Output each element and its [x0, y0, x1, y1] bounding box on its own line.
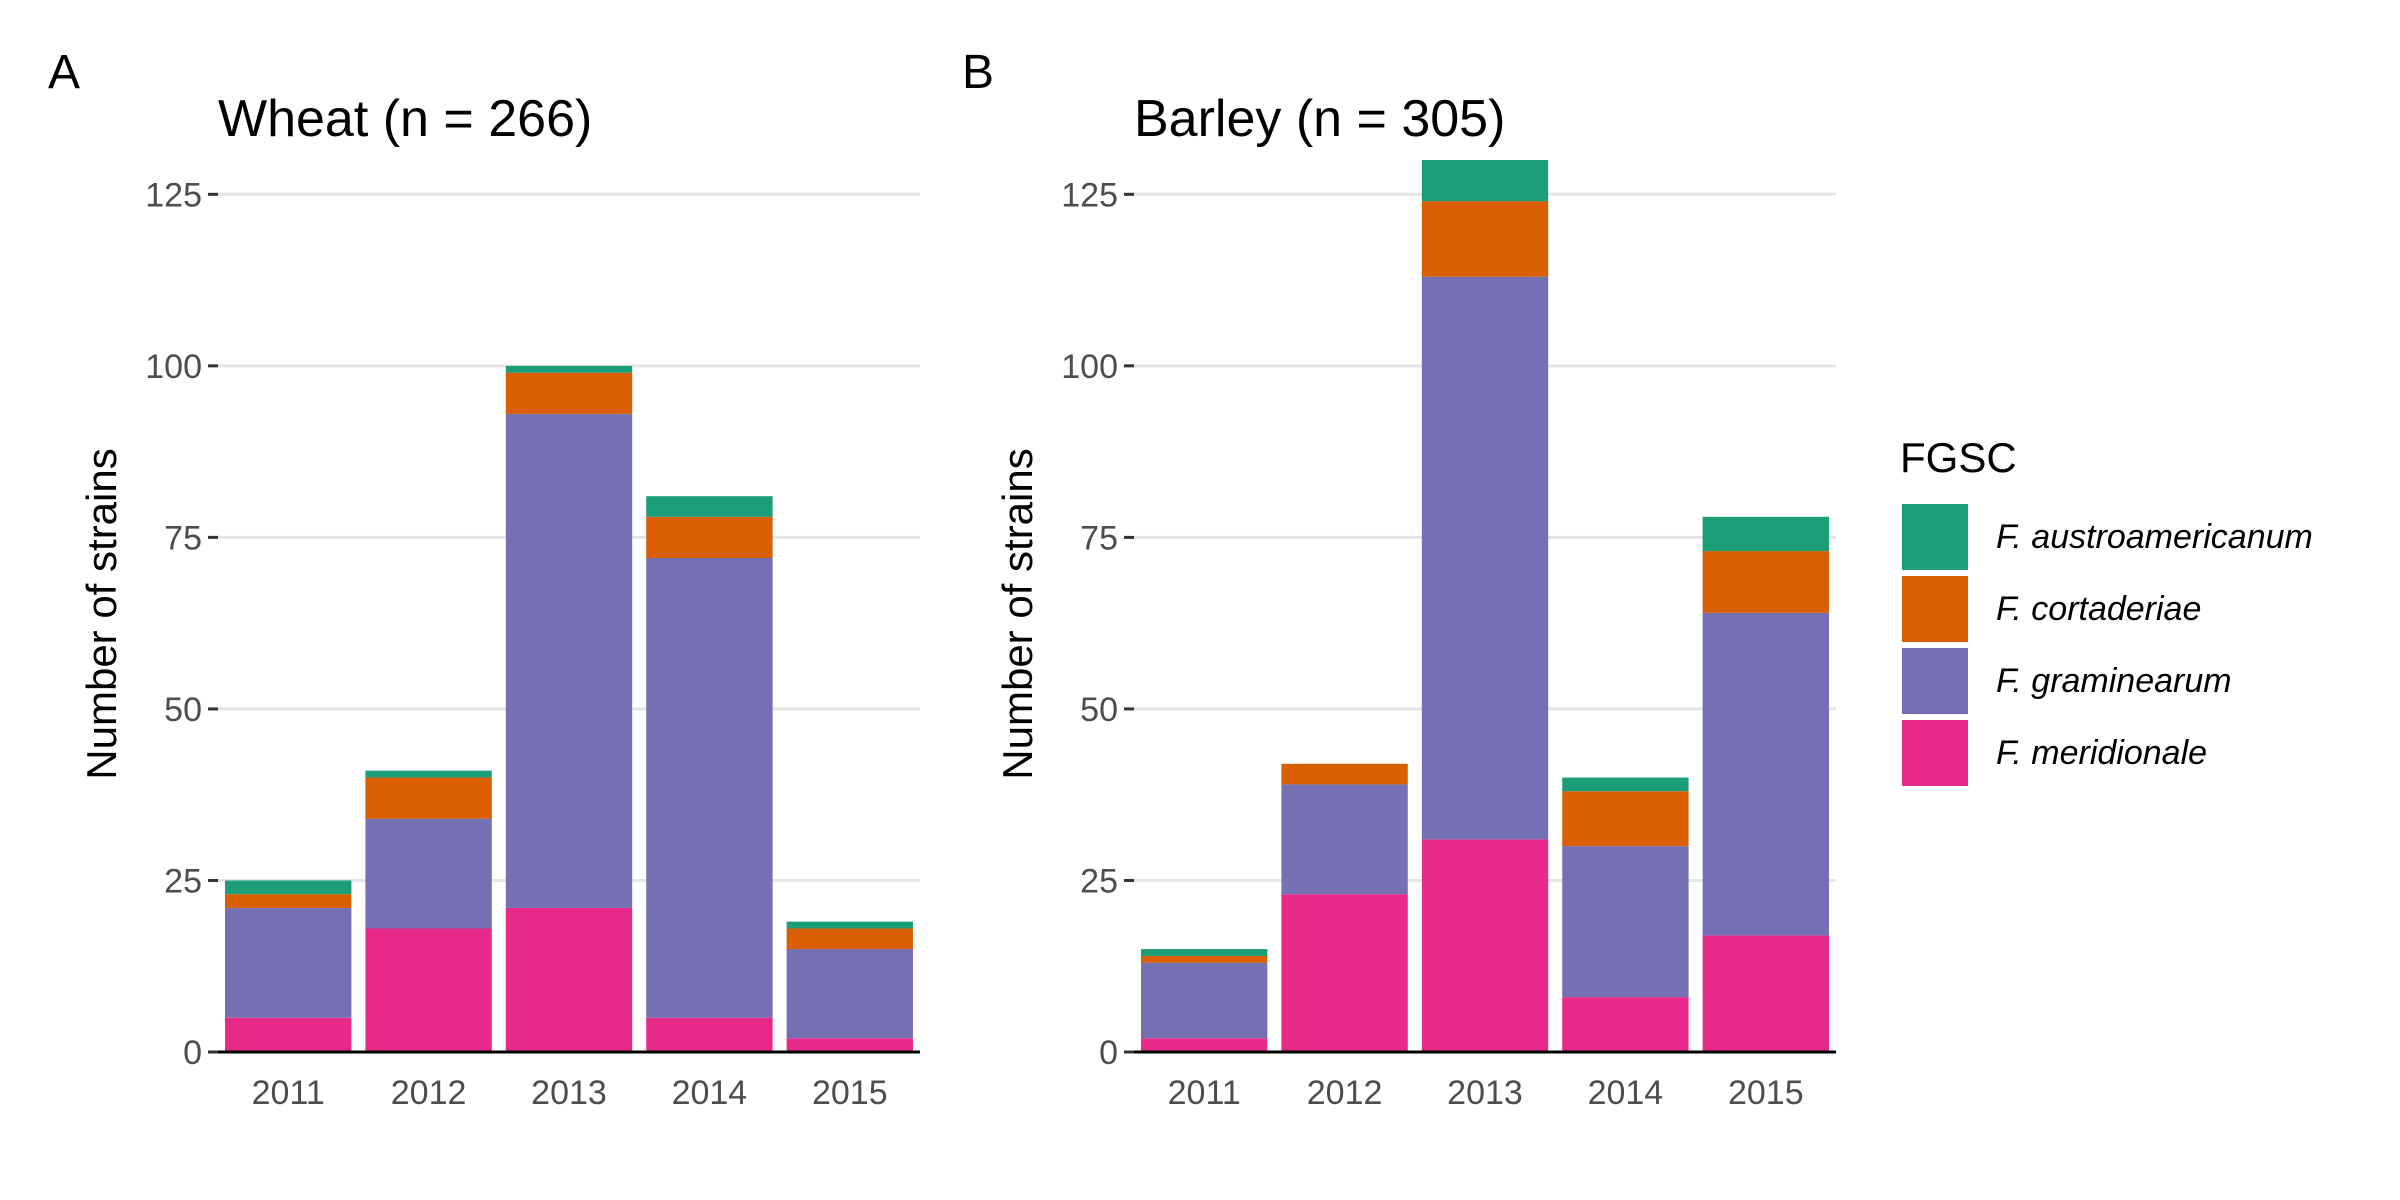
- barley-x-tick-label-2011: 2011: [1168, 1074, 1241, 1112]
- barley-bar-2014-f-cortaderiae: [1562, 791, 1689, 847]
- wheat-axes: 0 25 50 75 100 125 2011 2012 2013 2014 2015: [145, 176, 920, 1112]
- barley-bar-2014-f-meridionale: [1562, 997, 1689, 1052]
- wheat-bar-2014-f-cortaderiae: [646, 516, 773, 558]
- barley-x-tick-label-2014: 2014: [1588, 1074, 1664, 1112]
- wheat-x-tick-label-2014: 2014: [672, 1074, 748, 1112]
- legend-swatch-f-graminearum: [1902, 648, 1968, 714]
- barley-bar-2013-f-austroamericanum: [1421, 160, 1549, 202]
- legend-label-f-meridionale: F. meridionale: [1996, 734, 2207, 772]
- barley-x-tick-label-2012: 2012: [1307, 1074, 1383, 1112]
- wheat-y-tick-label-125: 125: [145, 176, 202, 214]
- barley-bar-2011-f-meridionale: [1141, 1038, 1268, 1052]
- barley-y-tick-label-125: 125: [1061, 176, 1118, 214]
- barley-bar-2012-f-meridionale: [1281, 894, 1408, 1052]
- wheat-y-tick-label-0: 0: [183, 1034, 202, 1072]
- barley-bar-2011-f-austroamericanum: [1141, 949, 1268, 956]
- barley-bars: [1141, 160, 1829, 1052]
- wheat-bar-2011-f-meridionale: [225, 1017, 352, 1052]
- barley-y-tick-label-75: 75: [1080, 519, 1118, 557]
- wheat-bar-2012-f-meridionale: [365, 928, 492, 1052]
- barley-y-tick-label-0: 0: [1099, 1034, 1118, 1072]
- barley-bar-2013-f-meridionale: [1421, 839, 1549, 1052]
- legend-swatch-f-meridionale: [1902, 720, 1968, 786]
- barley-y-tick-label-50: 50: [1080, 691, 1118, 729]
- barley-y-axis-label: Number of strains: [994, 448, 1041, 779]
- barley-axes: 0 25 50 75 100 125 2011 2012 2013 2014 2015: [1061, 176, 1836, 1112]
- barley-y-tick-label-100: 100: [1061, 348, 1118, 386]
- wheat-bar-2015-f-graminearum: [786, 949, 913, 1039]
- wheat-bar-2012-f-graminearum: [365, 818, 492, 929]
- wheat-panel: A Wheat (n = 266) Number of strains 0 25 5…: [48, 46, 920, 1112]
- wheat-bar-2014-f-graminearum: [646, 557, 773, 1018]
- wheat-bar-2013-f-austroamericanum: [505, 365, 633, 373]
- barley-bar-2011-f-graminearum: [1141, 962, 1268, 1039]
- wheat-bar-2013-f-cortaderiae: [505, 372, 633, 414]
- barley-bar-2015-f-graminearum: [1702, 612, 1829, 936]
- wheat-x-tick-label-2011: 2011: [252, 1074, 325, 1112]
- wheat-bar-2015-f-meridionale: [786, 1038, 913, 1052]
- barley-bar-2013-f-graminearum: [1421, 276, 1549, 840]
- wheat-y-tick-label-50: 50: [164, 691, 202, 729]
- wheat-x-tick-label-2013: 2013: [531, 1074, 607, 1112]
- wheat-bar-2013-f-graminearum: [505, 413, 633, 908]
- barley-chart-title: Barley (n = 305): [1134, 90, 1505, 148]
- wheat-bar-2012-f-austroamericanum: [365, 770, 492, 778]
- barley-x-tick-label-2015: 2015: [1728, 1074, 1804, 1112]
- wheat-x-tick-label-2012: 2012: [391, 1074, 467, 1112]
- barley-bar-2014-f-austroamericanum: [1562, 777, 1689, 792]
- barley-x-tick-label-2013: 2013: [1447, 1074, 1523, 1112]
- barley-bar-2015-f-cortaderiae: [1702, 551, 1829, 613]
- legend-label-f-graminearum: F. graminearum: [1996, 662, 2232, 700]
- barley-bar-2011-f-cortaderiae: [1141, 955, 1268, 963]
- wheat-y-tick-label-75: 75: [164, 519, 202, 557]
- barley-bar-2015-f-meridionale: [1702, 935, 1829, 1052]
- barley-bar-2015-f-austroamericanum: [1702, 516, 1829, 552]
- legend-label-f-cortaderiae: F. cortaderiae: [1996, 590, 2201, 628]
- wheat-x-tick-label-2015: 2015: [812, 1074, 888, 1112]
- wheat-bar-2011-f-graminearum: [225, 907, 352, 1018]
- legend-swatch-f-austroamericanum: [1902, 504, 1968, 570]
- wheat-bar-2012-f-cortaderiae: [365, 777, 492, 819]
- wheat-bar-2015-f-austroamericanum: [786, 921, 913, 929]
- legend-items: F. austroamericanum F. cortaderiae F. gram…: [1902, 504, 2313, 786]
- wheat-bars: [225, 365, 913, 1052]
- wheat-bar-2015-f-cortaderiae: [786, 928, 913, 950]
- barley-bar-2013-f-cortaderiae: [1421, 201, 1549, 277]
- wheat-y-tick-label-100: 100: [145, 348, 202, 386]
- wheat-y-tick-label-25: 25: [164, 862, 202, 900]
- legend-label-f-austroamericanum: F. austroamericanum: [1996, 518, 2313, 556]
- panel-label-a: A: [48, 46, 80, 99]
- barley-panel: B Barley (n = 305) Number of strains 0 25…: [962, 46, 1836, 1112]
- wheat-chart-title: Wheat (n = 266): [218, 90, 592, 148]
- barley-bar-2012-f-cortaderiae: [1281, 763, 1408, 785]
- barley-bar-2012-f-graminearum: [1281, 784, 1408, 895]
- wheat-bar-2014-f-meridionale: [646, 1017, 773, 1052]
- legend-title: FGSC: [1900, 434, 2017, 481]
- wheat-bar-2011-f-austroamericanum: [225, 880, 352, 895]
- wheat-bar-2014-f-austroamericanum: [646, 496, 773, 517]
- wheat-y-axis-label: Number of strains: [78, 448, 125, 779]
- panel-label-b: B: [962, 46, 994, 99]
- legend-swatch-f-cortaderiae: [1902, 576, 1968, 642]
- barley-y-tick-label-25: 25: [1080, 862, 1118, 900]
- barley-bar-2014-f-graminearum: [1562, 846, 1689, 998]
- wheat-bar-2011-f-cortaderiae: [225, 894, 352, 908]
- wheat-bar-2013-f-meridionale: [505, 907, 633, 1052]
